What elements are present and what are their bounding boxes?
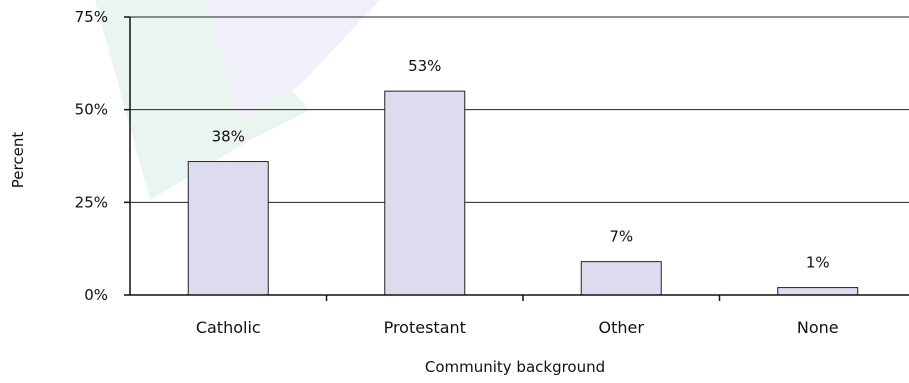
data-label: 53% <box>408 57 441 75</box>
x-tick-label: None <box>797 318 839 337</box>
axes <box>124 16 909 301</box>
x-tick-label: Protestant <box>384 318 466 337</box>
bars <box>187 90 859 296</box>
watermark-logo-secondary <box>205 0 380 120</box>
bar-catholic <box>187 161 269 296</box>
bar-protestant <box>384 90 466 296</box>
watermark-logo <box>95 0 310 200</box>
y-tick-label: 0% <box>84 286 108 304</box>
bar-other <box>580 261 662 296</box>
data-label: 7% <box>609 228 633 246</box>
bar-none <box>777 287 859 296</box>
y-tick-labels: 0% 25% 50% 75% <box>75 8 108 304</box>
y-tick-label: 75% <box>75 8 108 26</box>
y-axis-title: Percent <box>9 132 27 189</box>
data-label: 1% <box>806 254 830 272</box>
x-tick-labels: Catholic Protestant Other None <box>196 318 839 337</box>
x-axis-title: Community background <box>425 358 605 376</box>
y-tick-label: 25% <box>75 193 108 211</box>
x-tick-label: Other <box>599 318 645 337</box>
data-label: 38% <box>212 128 245 146</box>
x-tick-label: Catholic <box>196 318 261 337</box>
y-tick-label: 50% <box>75 101 108 119</box>
data-labels: 38% 53% 7% 1% <box>212 57 830 271</box>
